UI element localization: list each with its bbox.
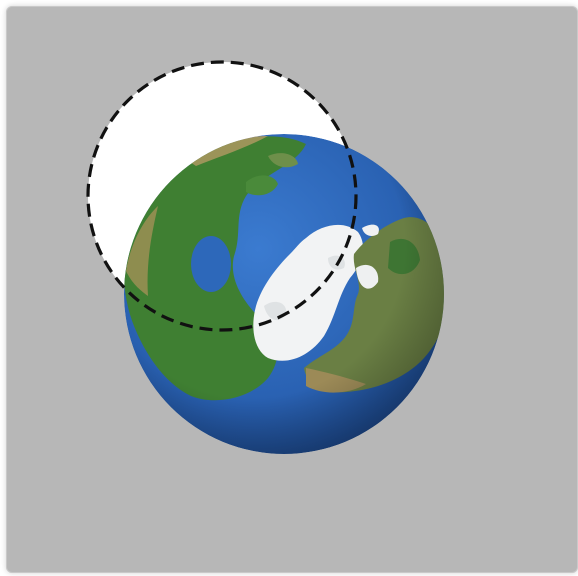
selection-outline[interactable] bbox=[86, 60, 358, 332]
earth-globe-icon[interactable] bbox=[123, 134, 450, 454]
canvas-area[interactable] bbox=[6, 6, 578, 573]
globe-stage bbox=[86, 60, 450, 454]
